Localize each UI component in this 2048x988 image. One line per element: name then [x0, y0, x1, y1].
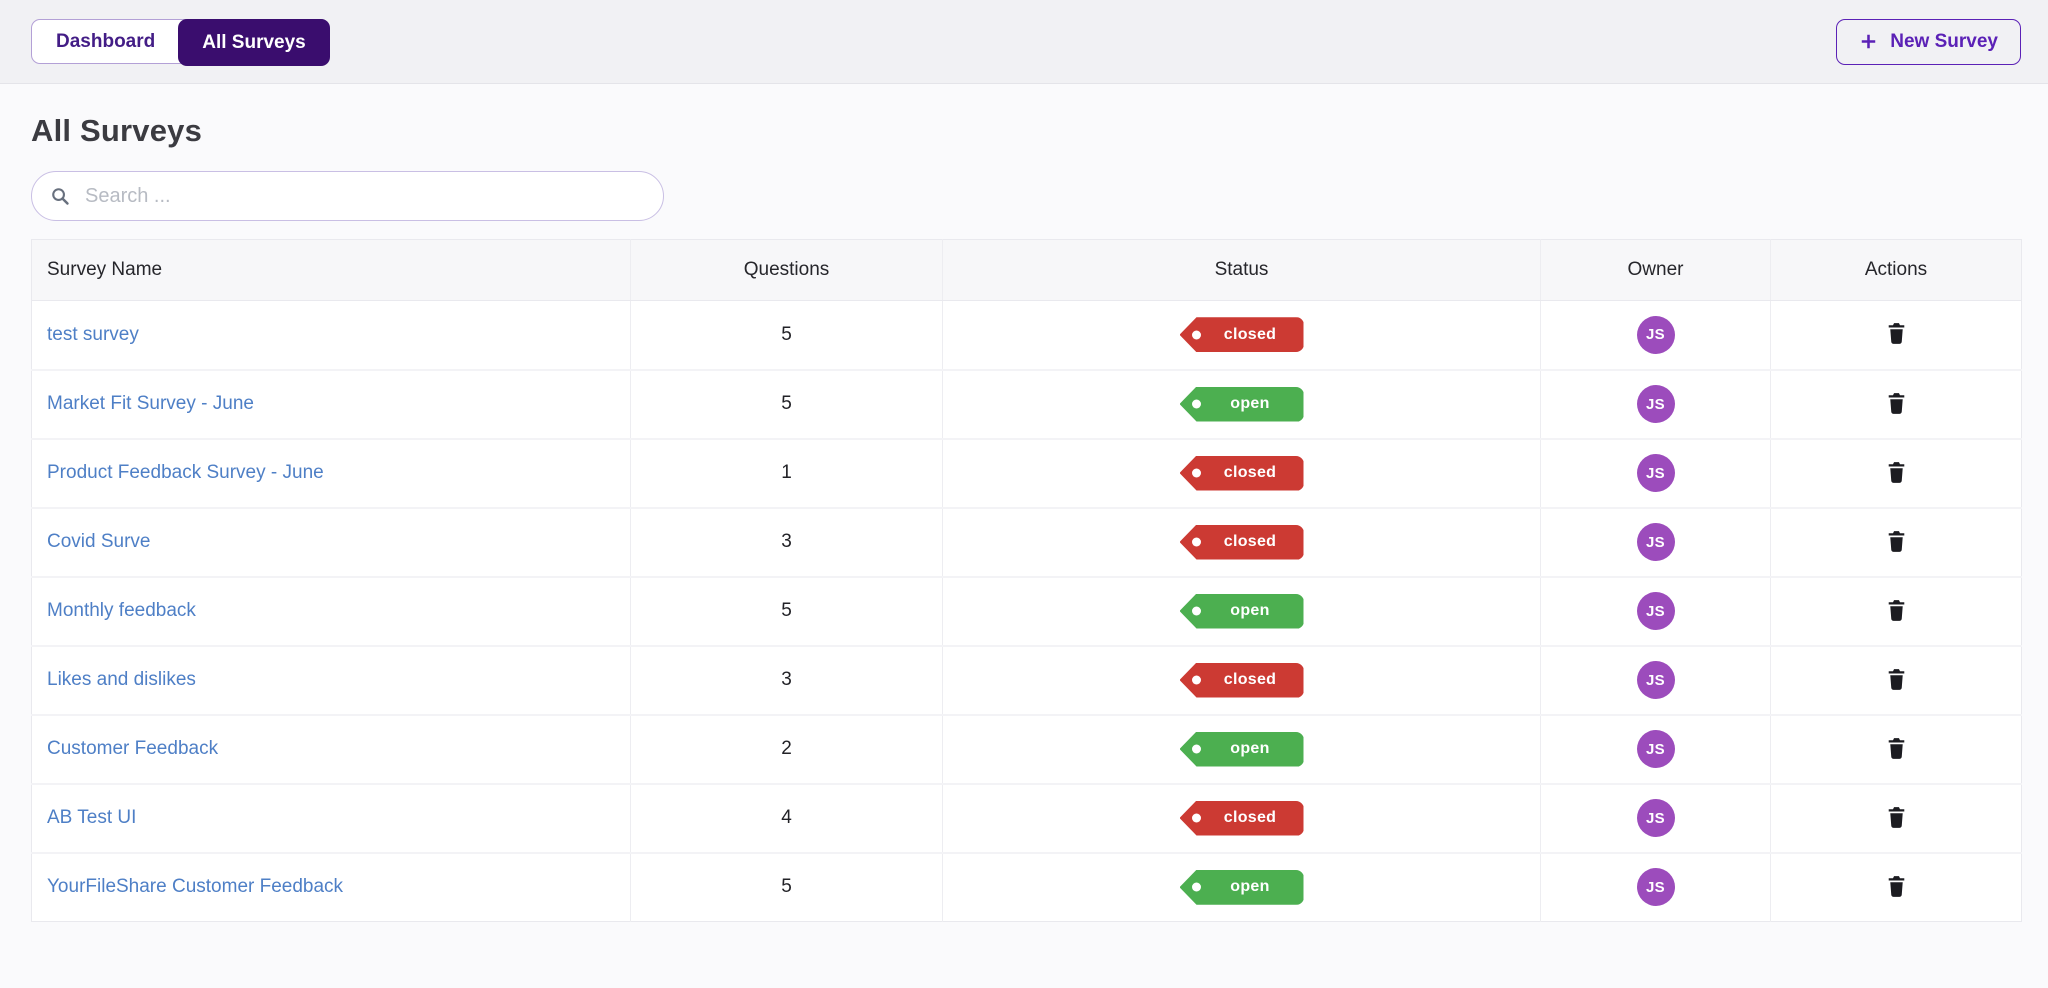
status-badge: closed	[1179, 662, 1304, 698]
table-row: Product Feedback Survey - June 1 closed …	[31, 438, 2022, 509]
table-row: Monthly feedback 5 open JS	[31, 576, 2022, 647]
owner-avatar: JS	[1636, 868, 1675, 907]
column-header-owner: Owner	[1540, 239, 1771, 301]
trash-icon	[1888, 461, 1904, 483]
status-badge: open	[1179, 386, 1304, 422]
table-row: Covid Surve 3 closed JS	[31, 507, 2022, 578]
status-badge-label: closed	[1223, 533, 1277, 550]
table-header: Survey Name Questions Status Owner Actio…	[31, 239, 2022, 301]
status-badge: closed	[1179, 524, 1304, 560]
owner-avatar: JS	[1636, 730, 1675, 768]
survey-name-link[interactable]: Customer Feedback	[47, 738, 219, 759]
status-badge-label: closed	[1223, 464, 1277, 481]
delete-button[interactable]	[1882, 317, 1911, 350]
table-row: Likes and dislikes 3 closed JS	[31, 645, 2022, 716]
trash-icon	[1888, 323, 1904, 345]
owner-avatar: JS	[1636, 661, 1675, 699]
questions-cell: 5	[630, 369, 943, 440]
nav-tab-group: Dashboard All Surveys	[31, 19, 330, 66]
status-badge: closed	[1179, 455, 1304, 491]
status-badge: closed	[1179, 800, 1304, 836]
main-content: All Surveys Survey Name Questions Status…	[0, 84, 2048, 922]
status-badge-label: open	[1230, 740, 1270, 757]
status-badge: open	[1179, 731, 1304, 767]
trash-icon	[1888, 599, 1904, 621]
survey-name-link[interactable]: Covid Surve	[47, 531, 151, 552]
owner-avatar: JS	[1636, 799, 1675, 837]
status-badge-label: closed	[1223, 325, 1277, 343]
column-header-questions: Questions	[630, 239, 943, 301]
status-badge: open	[1179, 593, 1304, 629]
owner-avatar: JS	[1636, 315, 1675, 354]
trash-icon	[1888, 392, 1904, 414]
delete-button[interactable]	[1882, 456, 1911, 489]
survey-name-link[interactable]: Market Fit Survey - June	[47, 393, 254, 414]
table-row: test survey 5 closed JS	[31, 300, 2022, 371]
status-badge-label: closed	[1223, 671, 1277, 688]
delete-button[interactable]	[1882, 525, 1911, 558]
table-row: Customer Feedback 2 open JS	[31, 714, 2022, 785]
questions-cell: 5	[630, 576, 943, 647]
status-badge-label: closed	[1223, 809, 1277, 826]
trash-icon	[1888, 737, 1904, 759]
table-body: test survey 5 closed JS Market Fit Surve…	[31, 300, 2022, 922]
delete-button[interactable]	[1882, 870, 1911, 903]
owner-avatar: JS	[1636, 385, 1675, 423]
table-row: AB Test UI 4 closed JS	[31, 783, 2022, 854]
status-badge-label: open	[1230, 395, 1270, 412]
trash-icon	[1888, 806, 1904, 828]
owner-avatar: JS	[1636, 523, 1675, 561]
questions-cell: 4	[630, 783, 943, 854]
delete-button[interactable]	[1882, 801, 1911, 834]
plus-icon	[1862, 34, 1876, 49]
search-box	[31, 171, 664, 221]
questions-cell: 1	[630, 438, 943, 509]
table-row: Market Fit Survey - June 5 open JS	[31, 369, 2022, 440]
tab-dashboard[interactable]: Dashboard	[32, 20, 179, 63]
page-title: All Surveys	[31, 113, 203, 148]
questions-cell: 5	[630, 852, 943, 922]
search-icon	[52, 187, 69, 205]
column-header-survey-name: Survey Name	[31, 239, 631, 301]
surveys-table: Survey Name Questions Status Owner Actio…	[31, 239, 2022, 922]
questions-cell: 3	[630, 645, 943, 716]
status-badge-label: open	[1230, 878, 1270, 896]
trash-icon	[1888, 530, 1904, 552]
survey-name-link[interactable]: AB Test UI	[47, 807, 137, 828]
delete-button[interactable]	[1882, 732, 1911, 765]
owner-avatar: JS	[1636, 592, 1675, 630]
delete-button[interactable]	[1882, 594, 1911, 627]
survey-name-link[interactable]: Monthly feedback	[47, 600, 196, 621]
trash-icon	[1888, 668, 1904, 690]
questions-cell: 5	[630, 300, 943, 371]
delete-button[interactable]	[1882, 387, 1911, 420]
top-bar: Dashboard All Surveys New Survey	[0, 0, 2048, 84]
new-survey-label: New Survey	[1890, 30, 1998, 52]
new-survey-button[interactable]: New Survey	[1836, 18, 2021, 65]
questions-cell: 2	[630, 714, 943, 785]
survey-name-link[interactable]: Product Feedback Survey - June	[47, 462, 324, 483]
table-row: YourFileShare Customer Feedback 5 open J…	[31, 852, 2022, 922]
status-badge-label: open	[1230, 602, 1270, 619]
delete-button[interactable]	[1882, 663, 1911, 696]
owner-avatar: JS	[1636, 454, 1675, 492]
survey-name-link[interactable]: test survey	[47, 323, 139, 345]
survey-name-link[interactable]: Likes and dislikes	[47, 669, 196, 690]
status-badge: open	[1179, 869, 1304, 905]
trash-icon	[1888, 875, 1904, 897]
column-header-status: Status	[942, 239, 1541, 301]
column-header-actions: Actions	[1770, 239, 2022, 301]
survey-name-link[interactable]: YourFileShare Customer Feedback	[47, 876, 344, 898]
status-badge: closed	[1179, 317, 1304, 353]
questions-cell: 3	[630, 507, 943, 578]
search-input[interactable]	[85, 184, 645, 208]
tab-all-surveys[interactable]: All Surveys	[178, 19, 330, 66]
